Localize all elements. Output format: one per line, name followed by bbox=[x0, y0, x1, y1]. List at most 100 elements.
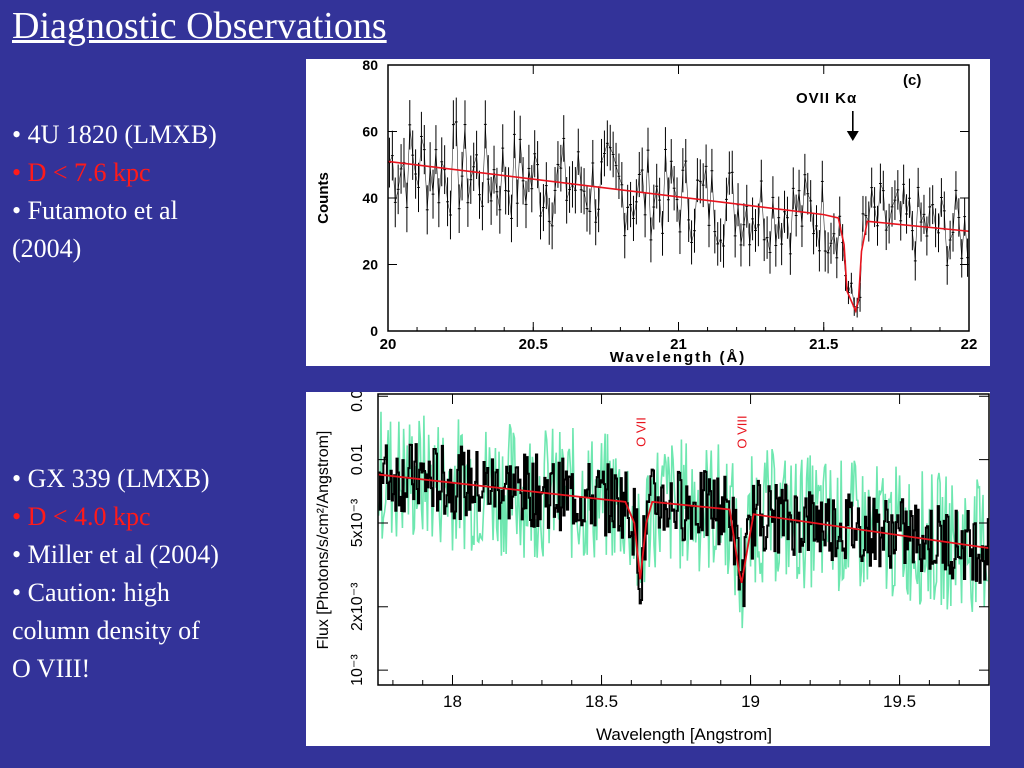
data-step bbox=[670, 161, 675, 189]
x-axis-label: Wavelength [Angstrom] bbox=[596, 725, 772, 744]
data-step bbox=[624, 207, 628, 236]
data-step bbox=[618, 176, 623, 185]
model-line bbox=[387, 160, 970, 314]
bullet-reference: • Futamoto et al bbox=[12, 196, 178, 225]
data-step bbox=[543, 185, 547, 208]
data-step bbox=[700, 181, 704, 186]
data-step bbox=[862, 213, 867, 216]
x-tick-label: 20 bbox=[380, 336, 397, 353]
data-step bbox=[697, 179, 701, 182]
data-step bbox=[392, 155, 396, 203]
data-step bbox=[464, 124, 469, 203]
bullet-caution-end: O VIII! bbox=[12, 654, 91, 683]
data-step bbox=[476, 154, 480, 195]
data-step bbox=[717, 239, 721, 245]
data-step bbox=[833, 233, 838, 258]
data-step bbox=[746, 206, 750, 245]
data-step bbox=[531, 153, 535, 189]
data-step bbox=[787, 217, 791, 254]
data-step bbox=[848, 283, 852, 293]
data-step bbox=[743, 206, 748, 225]
data-step bbox=[662, 149, 666, 234]
data-step bbox=[604, 143, 608, 154]
x-tick-label: 18 bbox=[443, 692, 462, 711]
data-step bbox=[685, 161, 689, 220]
line-annotation: OVII Kα bbox=[796, 90, 857, 107]
data-step bbox=[673, 188, 678, 200]
data-step bbox=[534, 153, 538, 165]
line-annotation-label: O VII bbox=[633, 417, 648, 447]
y-tick-label: 2x10⁻³ bbox=[349, 582, 366, 631]
data-step bbox=[778, 217, 782, 245]
data-step bbox=[769, 197, 774, 253]
bullet-reference-year: (2004) bbox=[12, 234, 82, 263]
data-step bbox=[563, 138, 567, 201]
data-step bbox=[525, 168, 530, 205]
x-tick-label: 21.5 bbox=[809, 336, 838, 353]
data-step bbox=[825, 250, 829, 254]
data-step bbox=[906, 198, 910, 215]
data-step bbox=[772, 197, 777, 246]
y-tick-label: 60 bbox=[362, 124, 378, 140]
data-points bbox=[388, 97, 969, 318]
data-step bbox=[554, 164, 559, 191]
data-step bbox=[923, 214, 928, 237]
data-step bbox=[822, 181, 826, 252]
data-step bbox=[917, 187, 922, 223]
data-step bbox=[499, 148, 503, 210]
data-step bbox=[607, 143, 611, 148]
data-step bbox=[801, 174, 806, 227]
model-line bbox=[377, 473, 990, 583]
data-step bbox=[540, 207, 544, 217]
data-step bbox=[581, 189, 585, 192]
data-step bbox=[549, 221, 553, 226]
data-step bbox=[470, 166, 474, 180]
data-step bbox=[560, 138, 565, 169]
data-step bbox=[708, 170, 713, 226]
data-step bbox=[403, 162, 408, 208]
data-step bbox=[514, 134, 518, 204]
data-step bbox=[961, 216, 965, 259]
x-tick-label: 21 bbox=[670, 336, 687, 353]
data-step bbox=[929, 204, 933, 208]
data-step bbox=[647, 150, 652, 240]
data-step bbox=[485, 124, 489, 180]
data-step bbox=[897, 189, 901, 221]
data-step bbox=[723, 199, 727, 246]
data-step bbox=[915, 187, 919, 261]
data-step bbox=[679, 170, 684, 232]
data-step bbox=[601, 153, 605, 162]
data-step bbox=[415, 173, 419, 188]
data-step bbox=[865, 215, 870, 222]
data-step bbox=[694, 180, 698, 231]
data-step bbox=[633, 201, 637, 219]
chart-panel-bottom: 18 18.5 19 19.5 10⁻³ 2x10⁻³ 5x10⁻³ 0.01 0.02 Wa… bbox=[306, 381, 990, 746]
data-step bbox=[830, 233, 835, 244]
bullet-source-name: • 4U 1820 (LMXB) bbox=[12, 120, 217, 149]
data-step bbox=[668, 161, 672, 200]
y-tick-label: 10⁻³ bbox=[349, 654, 366, 686]
data-step bbox=[676, 199, 681, 232]
data-step bbox=[610, 147, 614, 155]
x-axis: 18 18.5 19 19.5 bbox=[392, 394, 960, 711]
data-step bbox=[627, 204, 631, 208]
data-step bbox=[737, 204, 742, 245]
data-step bbox=[955, 190, 960, 218]
data-step bbox=[885, 223, 890, 231]
data-step bbox=[900, 184, 904, 221]
data-step bbox=[557, 164, 562, 169]
data-step bbox=[816, 225, 820, 251]
plot-frame bbox=[387, 64, 970, 332]
data-step bbox=[871, 187, 875, 208]
data-step bbox=[819, 181, 823, 251]
data-step bbox=[766, 237, 771, 253]
x-axis: 20 20.5 21 21.5 22 bbox=[380, 65, 977, 353]
data-step bbox=[877, 183, 881, 226]
x-tick-label: 19.5 bbox=[883, 692, 916, 711]
data-step bbox=[551, 190, 556, 226]
data-step bbox=[764, 237, 768, 240]
data-series-black bbox=[378, 443, 989, 608]
data-step bbox=[487, 179, 492, 201]
data-step bbox=[406, 124, 411, 208]
